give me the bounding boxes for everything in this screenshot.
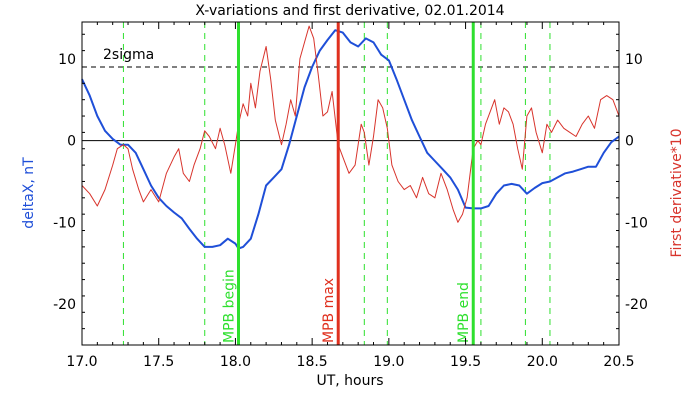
x-tick-label: 20.5: [603, 354, 634, 370]
x-tick-label: 18.5: [297, 354, 328, 370]
x-axis-label: UT, hours: [316, 373, 383, 389]
x-tick-label: 19.0: [373, 354, 404, 370]
marker-layer: MPB begin MPB max MPB end: [221, 22, 475, 345]
series-line-deltaX: [81, 29, 620, 250]
y-tick-label-right: 10: [625, 52, 643, 68]
y-axis-label-left: deltaX, nT: [21, 157, 37, 229]
x-tick-label: 18.0: [220, 354, 251, 370]
y-tick-label-right: -20: [625, 297, 648, 313]
y-tick-label-right: -10: [625, 215, 648, 231]
y-tick-label-right: 0: [625, 134, 634, 150]
series-layer: [81, 25, 620, 250]
plot-content: [82, 22, 619, 345]
y-tick-label-left: 0: [67, 134, 76, 150]
series-line-derivative: [81, 25, 620, 223]
x-tick-label: 20.0: [527, 354, 558, 370]
marker-label: MPB max: [321, 278, 337, 343]
y-tick-label-left: 10: [58, 52, 76, 68]
x-tick-label: 19.5: [450, 354, 481, 370]
axis-layer: 17.0 17.5 18.0 18.5 19.0 19.5 20.0 20.5 -20 -20 -1…: [53, 21, 648, 370]
sigma-label: 2sigma: [103, 47, 154, 63]
y-tick-label-left: -10: [53, 215, 76, 231]
marker-label: MPB end: [456, 282, 472, 343]
marker-label: MPB begin: [221, 269, 237, 343]
y-tick-label-left: -20: [53, 297, 76, 313]
plot-frame: [81, 21, 620, 346]
x-tick-label: 17.5: [143, 354, 174, 370]
y-axis-label-right: First derivative*10: [669, 128, 685, 257]
chart-title: X-variations and first derivative, 02.01…: [195, 3, 504, 19]
x-tick-label: 17.0: [66, 354, 97, 370]
